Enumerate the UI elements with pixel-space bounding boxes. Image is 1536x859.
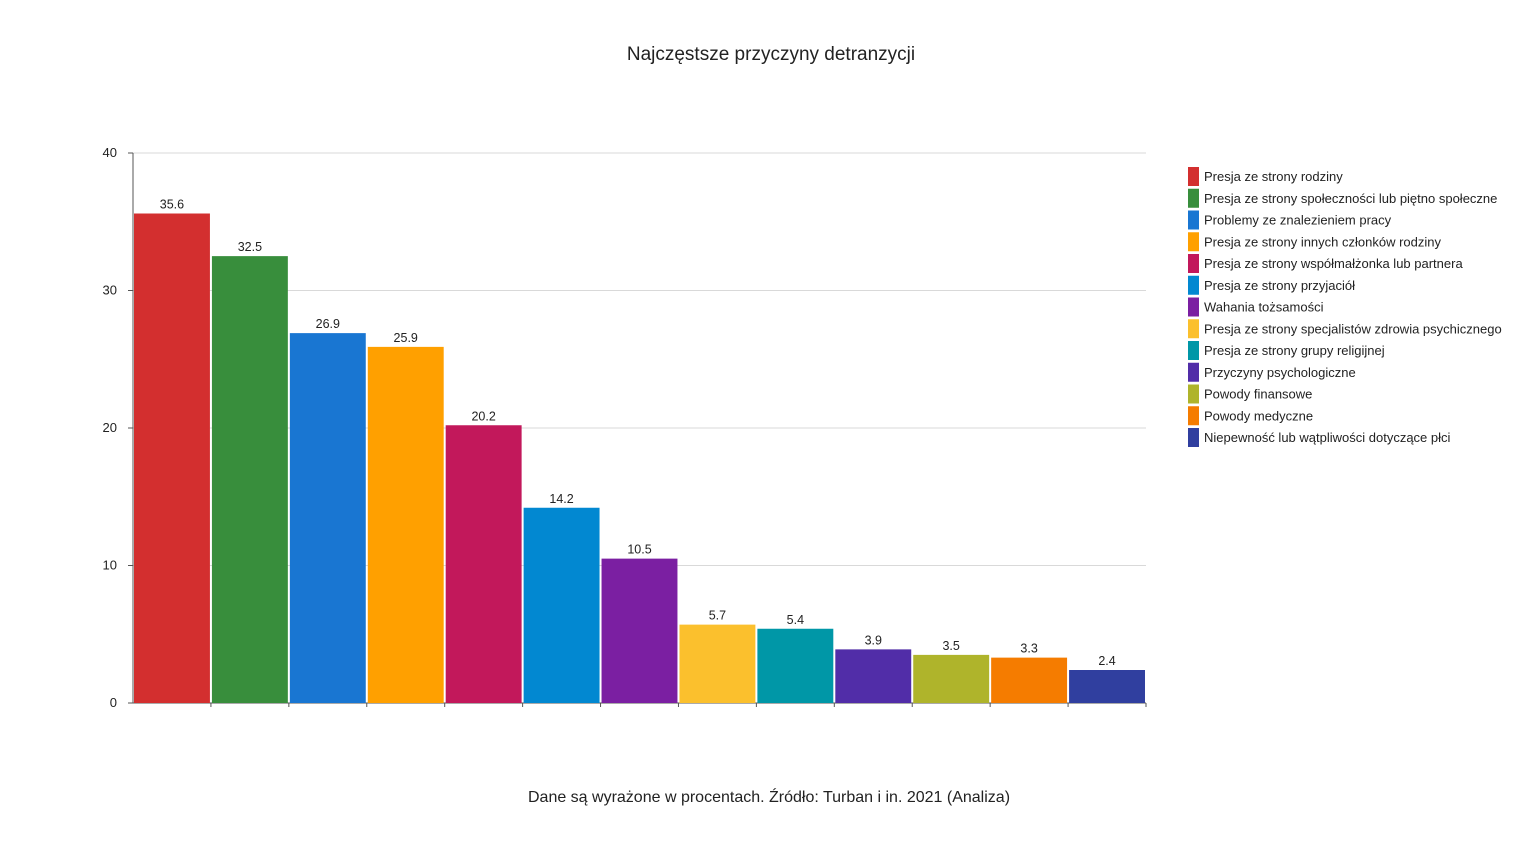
bar: [289, 333, 366, 703]
bar-value-label: 3.3: [1020, 642, 1037, 656]
legend-label: Niepewność lub wątpliwości dotyczące płc…: [1204, 430, 1451, 445]
data-labels: 35.6 32.5 26.9 25.9 20.2 14.2 10.5 5.7 5.4 3.9 3.5…: [160, 198, 1116, 669]
legend-swatch: [1188, 341, 1199, 360]
legend-swatch: [1188, 210, 1199, 230]
legend-label: Presja ze strony współmałżonka lub partn…: [1204, 256, 1463, 271]
legend-swatch: [1188, 406, 1199, 426]
bar: [523, 507, 600, 703]
legend-label: Presja ze strony przyjaciół: [1204, 278, 1355, 293]
legend-label: Presja ze strony rodziny: [1204, 169, 1343, 184]
y-tick-label: 30: [103, 283, 117, 298]
legend-label: Problemy ze znalezieniem pracy: [1204, 213, 1392, 228]
legend-swatch: [1188, 297, 1199, 317]
y-tick-label: 20: [103, 420, 117, 435]
bar-value-label: 2.4: [1098, 654, 1115, 668]
bar-value-label: 10.5: [627, 543, 651, 557]
bar-value-label: 25.9: [394, 331, 418, 345]
bar: [913, 654, 990, 703]
bar-value-label: 3.5: [942, 639, 959, 653]
bar-value-label: 35.6: [160, 198, 184, 212]
chart-caption: Dane są wyrażone w procentach. Źródło: T…: [528, 787, 1010, 806]
y-tick-label: 10: [103, 558, 117, 573]
bar: [835, 649, 912, 703]
legend-swatch: [1188, 232, 1199, 252]
y-tick-label: 40: [103, 145, 117, 160]
legend-label: Przyczyny psychologiczne: [1204, 365, 1356, 380]
chart-title: Najczęstsze przyczyny detranzycji: [627, 44, 915, 65]
bars: [134, 213, 1145, 703]
legend-label: Powody finansowe: [1204, 387, 1312, 402]
legend: Presja ze strony rodziny Presja ze strony…: [1188, 167, 1502, 447]
bar-value-label: 3.9: [865, 633, 882, 647]
bar: [679, 624, 756, 703]
bar-value-label: 32.5: [238, 240, 262, 254]
legend-swatch: [1188, 319, 1199, 339]
bar: [991, 657, 1068, 703]
legend-label: Presja ze strony społeczności lub piętno…: [1204, 191, 1497, 206]
bar-value-label: 20.2: [471, 409, 495, 423]
bar-value-label: 14.2: [549, 492, 573, 506]
legend-swatch: [1188, 188, 1199, 208]
legend-label: Wahania tożsamości: [1204, 300, 1324, 315]
bar-value-label: 5.4: [787, 613, 804, 627]
bar: [134, 213, 210, 703]
bar: [601, 558, 678, 703]
legend-label: Presja ze strony specjalistów zdrowia ps…: [1204, 321, 1502, 336]
bar: [757, 628, 834, 703]
bar-value-label: 26.9: [316, 317, 340, 331]
bar: [367, 346, 444, 703]
y-tick-label: 0: [110, 695, 117, 710]
legend-label: Presja ze strony grupy religijnej: [1204, 343, 1385, 358]
legend-label: Powody medyczne: [1204, 408, 1313, 423]
legend-swatch: [1188, 384, 1199, 404]
bar: [445, 425, 522, 703]
bar: [1069, 670, 1145, 703]
legend-swatch: [1188, 275, 1199, 295]
legend-swatch: [1188, 254, 1199, 273]
legend-label: Presja ze strony innych członków rodziny: [1204, 234, 1441, 249]
legend-swatch: [1188, 362, 1199, 382]
legend-swatch: [1188, 428, 1199, 447]
legend-swatch: [1188, 167, 1199, 186]
bar-value-label: 5.7: [709, 609, 726, 623]
bar: [211, 256, 288, 703]
